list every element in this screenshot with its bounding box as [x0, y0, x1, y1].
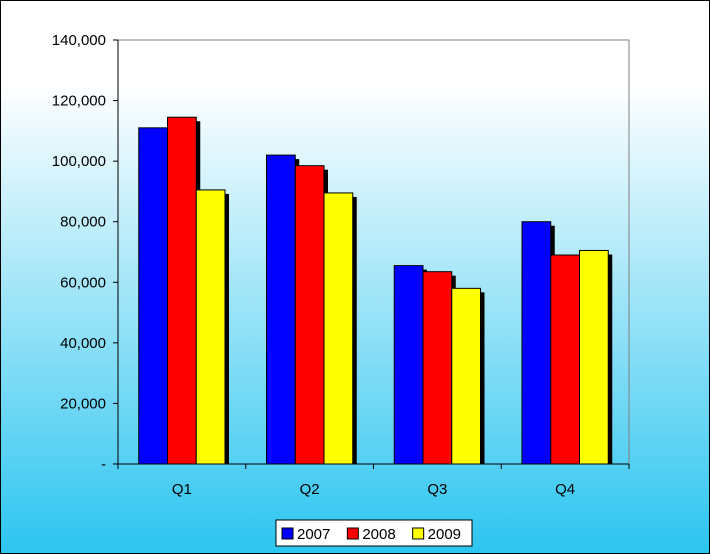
legend-swatch-2008: [346, 527, 359, 540]
bar-2009-q4: [578, 249, 609, 465]
x-tick-label: Q3: [427, 481, 447, 498]
y-tick-label: -: [101, 456, 106, 473]
y-tick-label: 80,000: [60, 214, 106, 231]
y-tick-label: 60,000: [60, 274, 106, 291]
bars-group: [138, 116, 613, 465]
bar-2009-q1: [195, 189, 226, 465]
y-axis: - 20,000 40,000 60,000 80,000 100,000 120,000 1…: [52, 32, 119, 473]
x-tick-label: Q1: [172, 481, 192, 498]
bar-2008-q4: [550, 254, 580, 465]
y-tick-label: 120,000: [52, 93, 106, 110]
y-tick-label: 100,000: [52, 153, 106, 170]
legend-box: [275, 519, 473, 547]
legend-label-2007: 2007: [297, 526, 330, 543]
legend: 2007 2008 2009: [275, 519, 473, 547]
bar-2009-q3: [451, 287, 481, 465]
legend-swatch-2009: [412, 527, 425, 540]
legend-label-2009: 2009: [428, 526, 461, 543]
y-tick-label: 20,000: [60, 395, 106, 412]
bar-2007-q3: [393, 265, 424, 465]
bar-2007-q2: [266, 154, 296, 465]
y-tick-label: 140,000: [52, 32, 106, 49]
bar-2007-q4: [521, 221, 552, 465]
legend-swatch-2007: [281, 527, 294, 540]
y-tick-label: 40,000: [60, 335, 106, 352]
bar-2008-q1: [167, 116, 197, 465]
bar-2008-q3: [422, 271, 453, 465]
x-tick-label: Q2: [300, 481, 320, 498]
bar-2007-q1: [138, 127, 169, 465]
x-tick-label: Q4: [555, 481, 575, 498]
bar-2009-q2: [323, 192, 354, 465]
legend-label-2008: 2008: [362, 526, 395, 543]
bar-2008-q2: [294, 165, 325, 465]
